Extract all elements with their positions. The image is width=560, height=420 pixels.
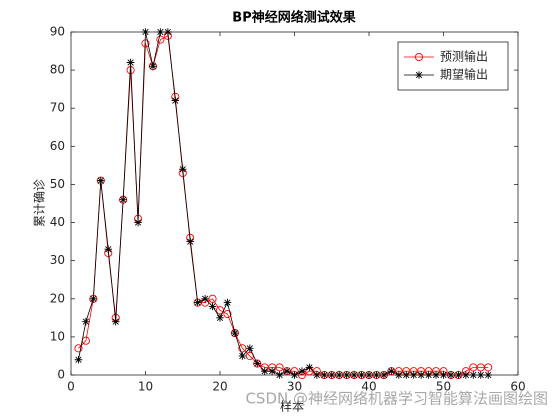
point-marker	[305, 363, 314, 372]
point-marker	[387, 367, 396, 375]
point-marker	[126, 58, 135, 67]
point-marker	[171, 96, 180, 105]
point-marker	[283, 367, 291, 375]
legend-marker	[415, 71, 423, 79]
x-axis-label: 样本	[280, 399, 304, 414]
point-marker	[424, 371, 433, 379]
y-tick-label: 30	[50, 253, 65, 267]
y-tick-label: 90	[50, 25, 65, 39]
point-marker	[335, 371, 343, 379]
x-tick-label: 60	[510, 380, 525, 394]
point-marker	[82, 317, 90, 326]
point-marker	[342, 371, 351, 379]
point-marker	[156, 35, 165, 44]
point-marker	[216, 314, 224, 322]
point-marker	[156, 28, 165, 36]
legend-label: 期望输出	[440, 67, 488, 82]
point-marker	[164, 28, 172, 36]
point-marker	[89, 294, 98, 303]
point-marker	[231, 329, 239, 337]
x-tick-label: 40	[361, 380, 376, 394]
point-marker	[275, 363, 284, 372]
point-marker	[439, 371, 448, 379]
x-tick-label: 50	[436, 380, 451, 394]
point-marker	[298, 367, 306, 375]
legend-marker	[414, 52, 424, 62]
y-tick-label: 50	[50, 177, 65, 191]
chart-title: BP神经网络测试效果	[232, 10, 355, 26]
point-marker	[223, 309, 232, 319]
point-marker	[74, 344, 83, 353]
point-marker	[149, 62, 157, 71]
point-marker	[104, 245, 113, 254]
point-marker	[111, 317, 120, 326]
point-marker	[409, 371, 418, 379]
y-tick-label: 10	[50, 329, 65, 343]
point-marker	[372, 371, 381, 379]
point-marker	[260, 367, 269, 375]
y-tick-label: 80	[50, 63, 65, 77]
point-marker	[74, 355, 83, 364]
point-marker	[238, 352, 247, 360]
point-marker	[395, 371, 403, 379]
y-tick-label: 40	[50, 215, 65, 229]
point-marker	[469, 371, 478, 379]
point-marker	[178, 165, 187, 173]
point-marker	[432, 371, 440, 379]
point-marker	[447, 371, 455, 379]
point-marker	[223, 298, 232, 307]
point-marker	[275, 371, 284, 379]
point-marker	[186, 237, 194, 246]
point-marker	[320, 371, 329, 379]
point-marker	[141, 28, 150, 36]
point-marker	[290, 371, 299, 379]
point-marker	[350, 371, 358, 379]
x-tick-label: 30	[287, 380, 302, 394]
point-marker	[246, 344, 254, 353]
y-tick-label: 70	[50, 101, 65, 115]
point-marker	[454, 371, 463, 379]
point-marker	[402, 371, 411, 379]
point-marker	[268, 367, 276, 375]
point-marker	[357, 371, 366, 379]
x-tick-label: 10	[138, 380, 153, 394]
point-marker	[134, 218, 142, 227]
point-marker	[476, 371, 485, 379]
point-marker	[484, 363, 493, 372]
y-axis-label: 累计确诊	[33, 179, 47, 227]
x-tick-label: 20	[212, 380, 227, 394]
legend-label: 预测输出	[440, 49, 488, 64]
point-marker	[238, 344, 247, 353]
point-marker	[119, 195, 127, 204]
watermark: CSDN @神经网络机器学习智能算法画图绘图	[245, 390, 548, 408]
point-marker	[484, 371, 492, 379]
point-marker	[193, 298, 202, 307]
point-marker	[253, 359, 262, 368]
point-marker	[201, 294, 209, 303]
point-marker	[208, 302, 217, 311]
point-marker	[365, 371, 373, 379]
point-marker	[97, 176, 105, 185]
point-marker	[327, 371, 336, 379]
y-tick-label: 20	[50, 291, 65, 305]
x-tick-label: 0	[67, 380, 75, 394]
point-marker	[462, 371, 470, 379]
legend-box	[397, 41, 509, 91]
y-tick-label: 0	[57, 368, 65, 382]
point-marker	[417, 371, 425, 379]
point-marker	[208, 294, 217, 303]
y-tick-label: 60	[50, 139, 65, 153]
point-marker	[313, 371, 321, 379]
point-marker	[380, 371, 388, 379]
